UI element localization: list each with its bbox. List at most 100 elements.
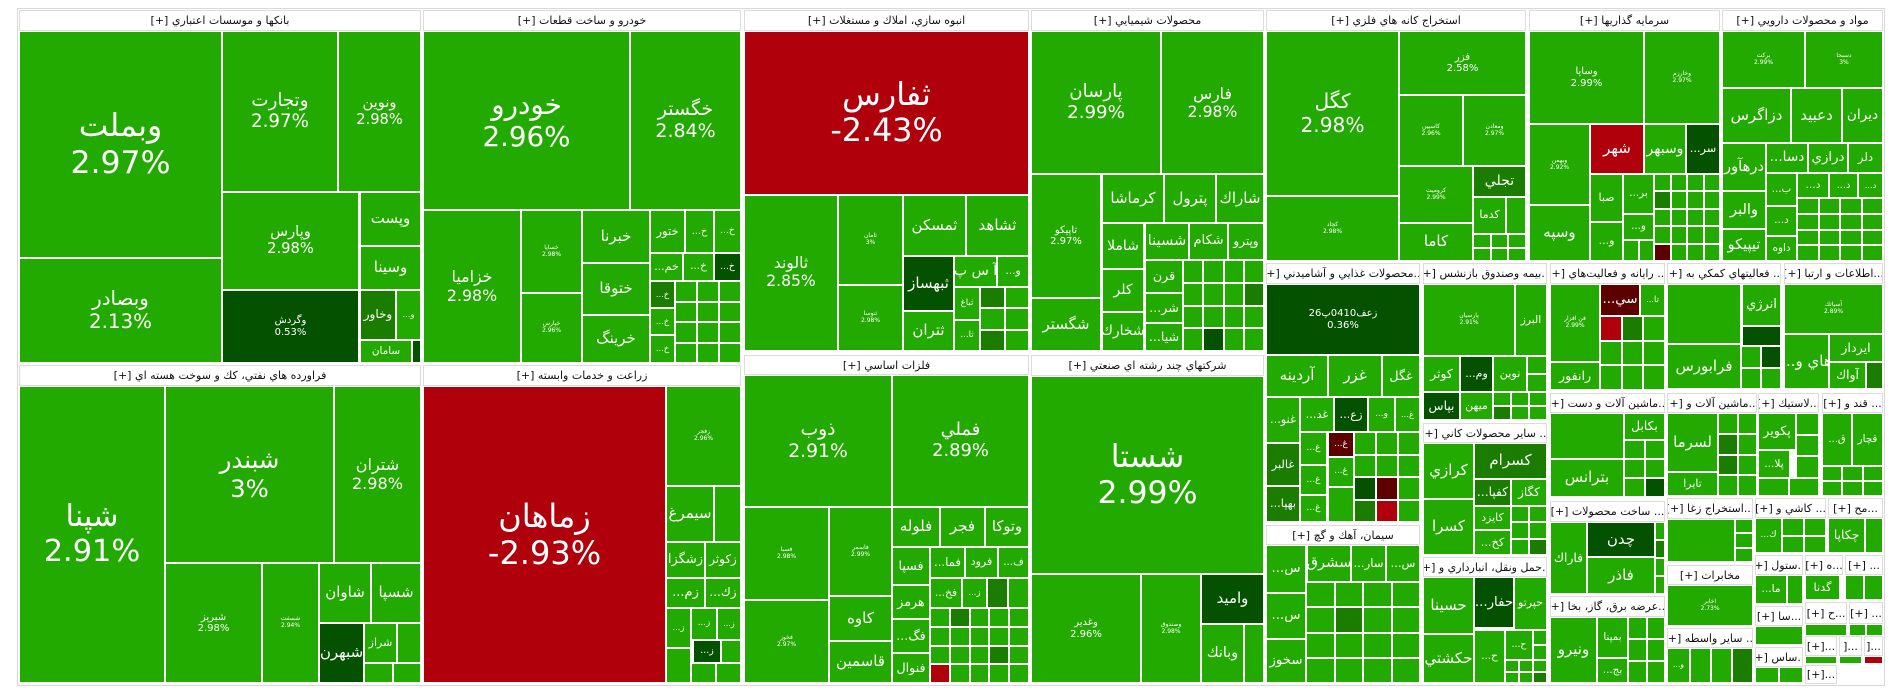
small-stock-tile[interactable] [697, 281, 719, 302]
stock-tile[interactable]: د... [1858, 173, 1883, 198]
small-stock-tile[interactable] [666, 648, 691, 683]
small-stock-tile[interactable] [1203, 260, 1224, 283]
small-stock-tile[interactable] [1646, 617, 1665, 639]
stock-tile[interactable]: گدنا [1805, 575, 1840, 600]
stock-tile[interactable]: ختوقا [582, 263, 650, 315]
stock-tile[interactable]: فگ... [892, 619, 930, 653]
small-stock-tile[interactable] [1703, 243, 1720, 261]
stock-tile[interactable]: ايرداز [1829, 334, 1883, 362]
small-stock-tile[interactable] [1600, 340, 1622, 366]
small-stock-tile[interactable] [697, 301, 719, 322]
stock-tile[interactable]: فرابورس [1667, 344, 1741, 389]
small-stock-tile[interactable] [1203, 305, 1224, 329]
small-stock-tile[interactable] [1493, 392, 1511, 406]
small-stock-tile[interactable] [1761, 346, 1781, 368]
stock-tile[interactable]: شتران 2.98% [334, 386, 421, 563]
small-stock-tile[interactable] [1805, 624, 1847, 636]
small-stock-tile[interactable] [949, 645, 970, 665]
stock-tile[interactable]: درازي [1808, 143, 1848, 173]
stock-tile[interactable]: وصندوق 2.98% [1141, 574, 1201, 683]
stock-tile[interactable]: آواك [1829, 362, 1866, 389]
small-stock-tile[interactable] [1004, 329, 1029, 351]
small-stock-tile[interactable] [1533, 630, 1547, 645]
stock-tile[interactable]: خودرو 2.96% [423, 31, 630, 210]
stock-tile[interactable]: ك... [1755, 518, 1782, 553]
small-stock-tile[interactable] [1654, 191, 1671, 209]
stock-tile[interactable]: قرن [1145, 260, 1183, 293]
small-stock-tile[interactable] [1861, 213, 1883, 230]
small-stock-tile[interactable] [1643, 365, 1665, 390]
small-stock-tile[interactable] [1505, 660, 1519, 672]
stock-tile[interactable]: سخوز [1266, 639, 1306, 683]
small-stock-tile[interactable] [1818, 245, 1840, 261]
sector-header[interactable]: ... [+] [1849, 602, 1883, 624]
stock-tile[interactable]: وپترو [1228, 223, 1264, 260]
stock-tile[interactable]: كايزد [1474, 506, 1511, 530]
stock-tile[interactable]: شبندر 3% [165, 386, 334, 563]
small-stock-tile[interactable] [969, 664, 990, 683]
stock-tile[interactable]: سار... [1351, 545, 1386, 582]
small-stock-tile[interactable] [1796, 413, 1819, 435]
small-stock-tile[interactable] [1183, 305, 1204, 329]
stock-tile[interactable]: ذوب 2.91% [744, 375, 892, 507]
stock-tile[interactable]: س... [1386, 545, 1420, 582]
stock-tile[interactable]: خ... [685, 210, 714, 253]
small-stock-tile[interactable] [1735, 547, 1753, 562]
sector-header[interactable]: سيمان، آهك و گچ [+] [1266, 525, 1420, 545]
small-stock-tile[interactable] [1008, 578, 1029, 608]
small-stock-tile[interactable] [1818, 229, 1840, 246]
sector-header[interactable]: فراورده هاي نفتي، كك و سوخت هسته اي [+] [19, 365, 421, 386]
small-stock-tile[interactable] [721, 640, 741, 663]
stock-tile[interactable]: ثامان 3% [838, 195, 903, 285]
small-stock-tile[interactable] [1670, 208, 1687, 227]
small-stock-tile[interactable] [1473, 247, 1491, 261]
small-stock-tile[interactable] [1737, 433, 1757, 455]
sector-header[interactable]: ...ماشين آلات و [+] [1667, 393, 1757, 413]
small-stock-tile[interactable] [1490, 247, 1509, 261]
stock-tile[interactable]: كدما [1473, 197, 1506, 234]
stock-tile[interactable]: و... [396, 290, 421, 340]
stock-tile[interactable]: ما... [1755, 575, 1787, 604]
stock-tile[interactable]: سشرق [1307, 545, 1351, 582]
small-stock-tile[interactable] [1328, 487, 1354, 522]
stock-tile[interactable]: فرود [965, 547, 998, 578]
small-stock-tile[interactable] [1797, 229, 1819, 246]
small-stock-tile[interactable] [1646, 661, 1665, 683]
small-stock-tile[interactable] [1354, 454, 1376, 477]
small-stock-tile[interactable] [1818, 213, 1840, 230]
small-stock-tile[interactable] [1818, 198, 1840, 214]
stock-tile[interactable]: كرازي [1423, 443, 1474, 499]
stock-tile[interactable]: ز... [691, 608, 717, 640]
small-stock-tile[interactable] [1796, 434, 1819, 457]
stock-tile[interactable]: وتجارت 2.97% [222, 31, 338, 192]
small-stock-tile[interactable] [1183, 328, 1204, 351]
small-stock-tile[interactable] [1354, 432, 1376, 455]
stock-tile[interactable]: وخاور [360, 290, 396, 340]
sector-header[interactable]: ... ساخت محصولات [+] [1550, 501, 1665, 522]
small-stock-tile[interactable] [719, 342, 741, 363]
small-stock-tile[interactable] [1644, 459, 1665, 478]
small-stock-tile[interactable] [716, 663, 741, 683]
small-stock-tile[interactable] [1623, 240, 1639, 261]
small-stock-tile[interactable] [1742, 326, 1781, 346]
stock-tile[interactable]: بكابل [1624, 413, 1665, 440]
sector-header[interactable]: ... قند و [+] [1822, 393, 1883, 413]
small-stock-tile[interactable] [1621, 365, 1644, 390]
stock-tile[interactable]: ز... [666, 608, 691, 648]
small-stock-tile[interactable] [949, 626, 970, 646]
stock-tile[interactable]: سامان [360, 340, 412, 363]
small-stock-tile[interactable] [714, 486, 741, 542]
small-stock-tile[interactable] [930, 664, 950, 683]
stock-tile[interactable]: پكوير [1758, 413, 1796, 450]
stock-tile[interactable]: ز... [717, 608, 741, 640]
small-stock-tile[interactable] [1511, 538, 1529, 555]
stock-tile[interactable]: شسفت 2.94% [262, 563, 319, 683]
stock-tile[interactable]: وم... [1460, 356, 1493, 392]
small-stock-tile[interactable] [1529, 522, 1547, 539]
small-stock-tile[interactable] [1376, 454, 1398, 477]
stock-tile[interactable]: خ... [650, 308, 675, 335]
small-stock-tile[interactable] [697, 322, 719, 343]
stock-tile[interactable]: فملي 2.89% [892, 375, 1029, 507]
small-stock-tile[interactable] [1787, 575, 1803, 604]
stock-tile[interactable]: زماهان -2.93% [423, 386, 666, 683]
